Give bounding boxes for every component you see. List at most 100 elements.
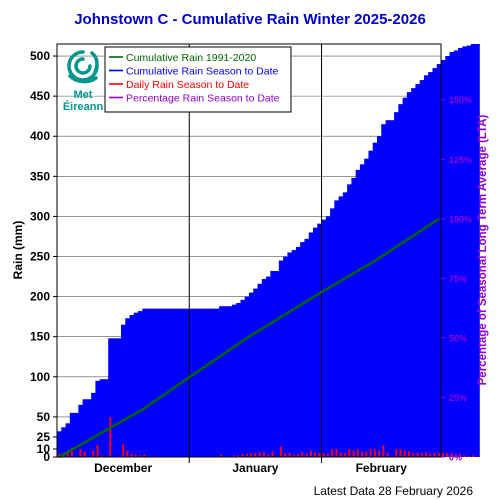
month-label: December <box>94 461 152 475</box>
met-eireann-logo-icon <box>67 50 99 84</box>
plot-frame <box>56 43 442 458</box>
daily-bar <box>352 450 355 457</box>
cumulative-bar <box>249 292 254 457</box>
cumulative-bar <box>432 68 438 457</box>
legend-item-label: Percentage Rain Season to Date <box>126 93 280 105</box>
cumulative-bar <box>423 75 429 457</box>
cumulative-bar <box>78 404 83 457</box>
month-label: January <box>232 461 278 475</box>
cumulative-bar <box>116 338 122 457</box>
y2-tick-label: 75% <box>449 274 467 284</box>
daily-bar <box>130 453 133 457</box>
cumulative-bar <box>69 412 75 457</box>
daily-bar <box>134 454 137 457</box>
daily-bar <box>420 452 423 457</box>
cumulative-bar <box>295 246 301 457</box>
cumulative-bar <box>415 84 421 458</box>
cumulative-bar <box>231 304 237 457</box>
daily-bar <box>467 456 470 457</box>
cumulative-bar <box>377 136 382 457</box>
daily-bar <box>139 455 142 457</box>
cumulative-bar <box>244 296 250 457</box>
cumulative-bar <box>142 308 147 457</box>
cumulative-bar <box>475 44 480 457</box>
y2-tick-label: 125% <box>449 155 472 165</box>
cumulative-bar <box>347 184 352 457</box>
cumulative-bar <box>133 312 139 457</box>
daily-bar <box>245 453 248 457</box>
cumulative-bar <box>108 338 113 457</box>
cumulative-bar <box>351 177 357 458</box>
month-dividers <box>188 44 323 463</box>
cumulative-bar <box>95 380 101 457</box>
daily-bar <box>472 455 474 457</box>
cumulative-bar <box>214 308 220 457</box>
cumulative-bar <box>167 308 173 457</box>
daily-bar <box>446 452 449 457</box>
cumulative-bars <box>57 44 480 458</box>
daily-bar <box>284 452 287 457</box>
daily-bar <box>344 452 346 457</box>
daily-bar <box>305 453 308 457</box>
cumulative-bar <box>334 200 339 457</box>
cumulative-bar <box>355 169 361 458</box>
daily-bar <box>395 448 398 457</box>
cumulative-bar <box>112 338 118 457</box>
cumulative-bar <box>287 252 293 457</box>
daily-bar <box>318 452 321 457</box>
cumulative-bar <box>330 208 335 457</box>
daily-bar <box>301 452 304 457</box>
cumulative-bar <box>172 308 177 457</box>
y-tick-label: 50 <box>37 410 51 424</box>
cumulative-bar <box>185 308 190 457</box>
cumulative-bar <box>74 412 79 457</box>
daily-bar <box>403 450 406 457</box>
cumulative-bar <box>368 150 374 457</box>
legend: Cumulative Rain 1991-2020 Cumulative Rain… <box>104 46 292 113</box>
logo-text-met: Met <box>74 89 93 101</box>
cumulative-bar <box>317 223 322 457</box>
y-tick-label: 200 <box>30 290 50 304</box>
cumulative-bar <box>274 270 280 457</box>
daily-bar <box>463 455 466 457</box>
daily-bar <box>408 451 410 457</box>
cumulative-bar <box>193 308 199 457</box>
cumulative-bar <box>121 324 126 457</box>
cumulative-bar <box>458 48 463 458</box>
daily-bar <box>58 453 61 457</box>
daily-bar <box>369 448 372 457</box>
y-tick-label: 25 <box>37 430 51 444</box>
daily-bar <box>79 448 82 457</box>
cumulative-bar <box>125 318 130 457</box>
daily-bar <box>258 452 261 457</box>
daily-bar <box>83 451 86 457</box>
logo-text-eireann: Éireann <box>63 100 104 113</box>
daily-bar <box>433 452 436 457</box>
cumulative-bar <box>129 315 135 457</box>
cumulative-bar <box>313 227 318 457</box>
cumulative-bar <box>253 288 258 457</box>
daily-bar <box>100 455 103 457</box>
daily-bar <box>361 451 364 457</box>
cumulative-bar <box>359 164 365 457</box>
daily-bar <box>271 451 274 457</box>
daily-bar <box>220 454 223 457</box>
cumulative-bar <box>445 56 450 458</box>
cumulative-bar <box>240 299 246 457</box>
daily-bar <box>339 452 342 457</box>
daily-bar <box>382 444 385 457</box>
daily-bar <box>92 450 95 457</box>
cumulative-bar <box>364 158 369 457</box>
cumulative-bar <box>99 379 105 457</box>
daily-bar <box>70 447 73 457</box>
cumulative-bar <box>65 423 71 457</box>
cumulative-bar <box>227 306 233 457</box>
cumulative-bar <box>419 80 425 458</box>
daily-bar <box>280 446 282 457</box>
cumulative-bar <box>219 306 224 457</box>
y2-tick-label: 25% <box>449 393 467 403</box>
cumulative-bar <box>411 88 416 457</box>
daily-bar <box>442 452 445 457</box>
daily-bar <box>237 455 240 457</box>
daily-bar <box>378 450 381 457</box>
